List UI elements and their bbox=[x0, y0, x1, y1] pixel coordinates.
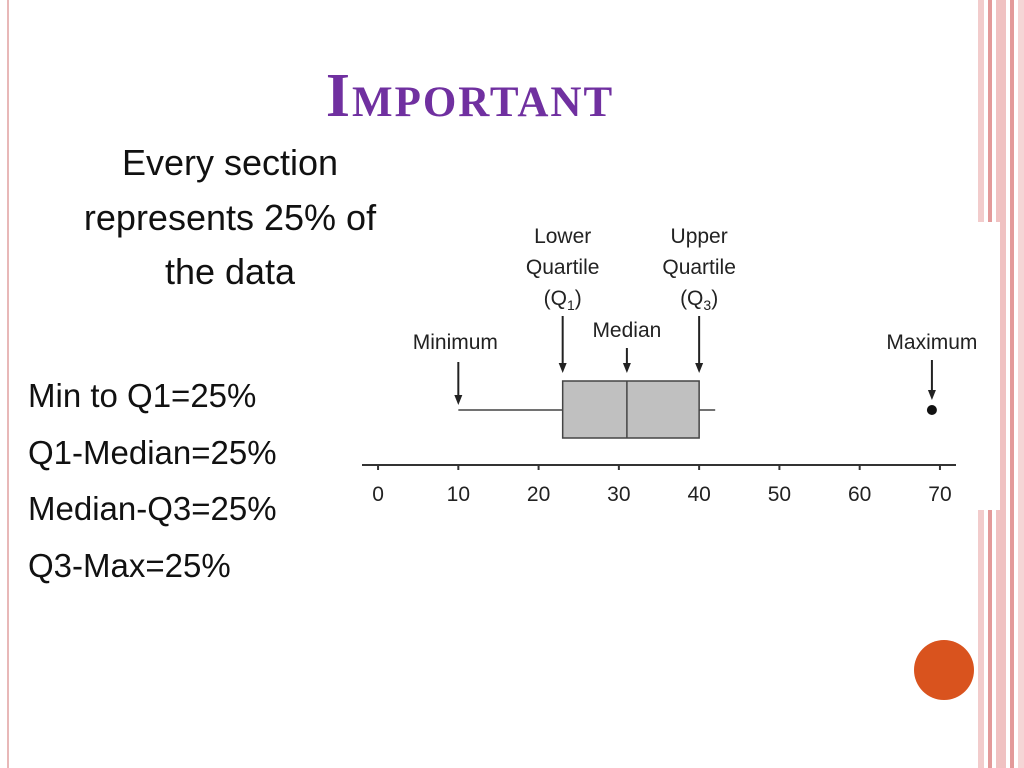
arrow-head bbox=[558, 363, 567, 373]
symbol-close: ) bbox=[575, 287, 582, 310]
symbol-open: (Q bbox=[544, 287, 567, 310]
point: Q1-Median=25% bbox=[28, 434, 277, 471]
point: Min to Q1=25% bbox=[28, 377, 256, 414]
arrow-head bbox=[622, 363, 631, 373]
intro-line: Every section bbox=[122, 142, 338, 183]
quartile-label: Upper bbox=[671, 225, 728, 248]
quartile-label: Quartile bbox=[662, 256, 736, 279]
x-tick-label: 30 bbox=[607, 483, 630, 506]
symbol-close: ) bbox=[711, 287, 718, 310]
slide-title: Important bbox=[326, 62, 614, 130]
intro-line: represents 25% of bbox=[84, 197, 377, 238]
box-plot: 0 10 20 30 40 50 60 70 Minimum Median Maximum Lower… bbox=[362, 225, 977, 506]
box bbox=[561, 380, 700, 439]
arrow-head bbox=[454, 395, 463, 405]
chart-background bbox=[355, 222, 1000, 510]
quartile-label: Lower bbox=[534, 225, 591, 248]
outlier bbox=[926, 405, 937, 415]
x-tick-label: 20 bbox=[527, 483, 550, 506]
quartile-label: Quartile bbox=[526, 256, 600, 279]
symbol-sub: 1 bbox=[567, 297, 575, 313]
max-label: Maximum bbox=[886, 331, 977, 354]
arrow-head bbox=[927, 390, 936, 400]
point: Median-Q3=25% bbox=[28, 490, 277, 527]
x-tick-label: 10 bbox=[447, 483, 470, 506]
intro-line: the data bbox=[165, 251, 296, 292]
min-label: Minimum bbox=[413, 331, 498, 354]
median-label: Median bbox=[592, 319, 661, 342]
symbol-sub: 3 bbox=[703, 297, 711, 313]
x-tick-label: 60 bbox=[848, 483, 871, 506]
quartile-symbol: (Q1) bbox=[544, 287, 582, 313]
decor-circle bbox=[914, 640, 974, 700]
x-tick-label: 50 bbox=[768, 483, 791, 506]
arrow-head bbox=[695, 363, 704, 373]
point: Q3-Max=25% bbox=[28, 547, 231, 584]
quartile-symbol: (Q3) bbox=[680, 287, 718, 313]
symbol-open: (Q bbox=[680, 287, 703, 310]
x-tick-label: 40 bbox=[687, 483, 710, 506]
x-tick-label: 70 bbox=[928, 483, 951, 506]
x-tick-label: 0 bbox=[372, 483, 384, 506]
